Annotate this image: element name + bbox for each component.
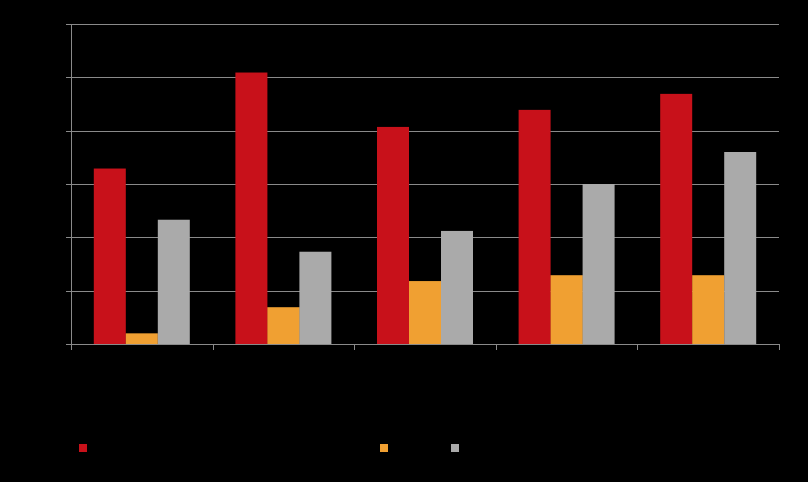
- bar-series3-cat4: [582, 184, 615, 344]
- bar-series1-cat2: [235, 72, 268, 345]
- axes: [66, 24, 780, 350]
- legend-marker-series3: [451, 444, 459, 452]
- bar-series3-cat1: [157, 219, 190, 344]
- legend-marker-series2: [380, 444, 388, 452]
- bar-series1-cat1: [93, 168, 126, 344]
- bar-series1-cat4: [518, 109, 551, 344]
- bar-series1-cat5: [660, 93, 693, 344]
- bar-series3-cat5: [724, 152, 757, 344]
- bar-series2-cat1: [125, 333, 158, 344]
- bar-series2-cat3: [409, 281, 441, 344]
- legend: [79, 444, 459, 452]
- bar-series1-cat3: [377, 126, 409, 344]
- bar-series2-cat4: [550, 275, 583, 344]
- bar-series2-cat5: [692, 275, 725, 344]
- legend-marker-series1: [79, 444, 87, 452]
- bars: [93, 72, 757, 345]
- bar-series3-cat2: [299, 251, 332, 344]
- bar-series2-cat2: [267, 307, 300, 344]
- bar-series3-cat3: [441, 230, 473, 344]
